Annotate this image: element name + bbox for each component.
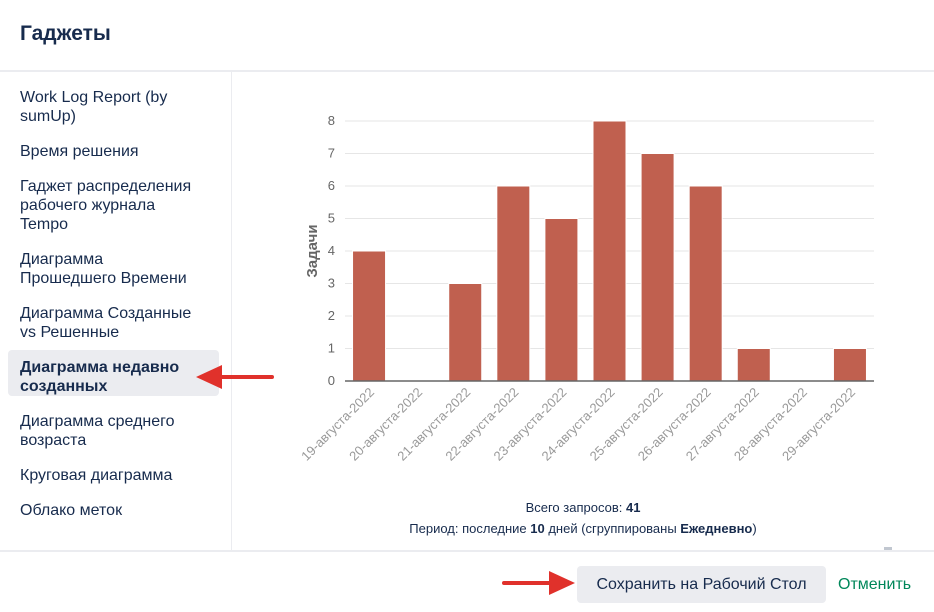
- sidebar-item-label-line: Диаграмма недавно: [20, 359, 180, 376]
- sidebar-item-label-line: Круговая диаграмма: [20, 467, 173, 484]
- bar: [592, 120, 627, 382]
- bar: [832, 348, 867, 382]
- bar: [688, 185, 723, 382]
- sidebar-item-label-line: Диаграмма: [20, 251, 104, 268]
- sidebar-item-4[interactable]: Диаграмма Прошедшего Времени: [8, 250, 219, 288]
- sidebar-item-label-line: Гаджет распределения: [20, 178, 192, 195]
- period-suffix: ): [752, 521, 757, 536]
- sidebar-item-label-line: vs Решенные: [20, 324, 120, 341]
- sidebar-item-3[interactable]: Гаджет распределения рабочего журнала Temp…: [8, 177, 219, 234]
- period-middle: дней (сгруппированы: [544, 521, 681, 536]
- sidebar-item-9[interactable]: Облако меток: [8, 501, 219, 520]
- period-days: 10: [530, 521, 545, 536]
- y-tick-label: 6: [328, 178, 335, 193]
- y-tick-label: 7: [328, 146, 335, 161]
- resize-handle[interactable]: [884, 547, 892, 550]
- cancel-button[interactable]: Отменить: [838, 576, 912, 593]
- period-grouping: Ежедневно: [680, 521, 753, 536]
- gadget-list: Work Log Report (by sumUp) Время решения Га…: [0, 72, 232, 550]
- period-caption: Период: последние 10 дней (сгруппированы…: [232, 521, 934, 536]
- y-tick-label: 2: [328, 308, 335, 323]
- bar: [544, 218, 579, 382]
- sidebar-item-2[interactable]: Время решения: [8, 142, 219, 161]
- y-axis-label: Задачи: [304, 224, 321, 277]
- sidebar-item-8[interactable]: Круговая диаграмма: [8, 466, 219, 485]
- y-tick-label: 1: [328, 341, 335, 356]
- y-tick-label: 3: [328, 276, 335, 291]
- total-requests-value: 41: [625, 500, 641, 515]
- bar: [352, 250, 387, 382]
- sidebar-item-1[interactable]: Work Log Report (by sumUp): [8, 88, 219, 126]
- sidebar-item-label-line: Tempo: [20, 216, 69, 233]
- total-requests-label: Всего запросов:: [525, 500, 626, 515]
- sidebar-item-label-line: Диаграмма среднего: [20, 413, 175, 430]
- sidebar-item-7[interactable]: Диаграмма среднего возраста: [8, 412, 219, 450]
- y-tick-label: 5: [328, 211, 335, 226]
- sidebar-item-6[interactable]: Диаграмма недавно созданных: [8, 350, 219, 396]
- bar-chart: 01234567819-августа-202220-августа-20222…: [298, 113, 874, 464]
- bar: [448, 283, 483, 382]
- bar: [496, 185, 531, 382]
- sidebar-item-label-line: рабочего журнала: [20, 197, 156, 214]
- sidebar-item-label-line: возраста: [20, 432, 87, 449]
- sidebar-item-label-line: Время решения: [20, 143, 139, 160]
- sidebar-item-label-line: созданных: [20, 378, 108, 395]
- sidebar-item-label-line: Work Log Report (by: [20, 89, 168, 106]
- period-prefix: Период: последние: [409, 521, 531, 536]
- sidebar-item-label-line: Диаграмма Созданные: [20, 305, 192, 322]
- y-tick-label: 4: [328, 243, 335, 258]
- sidebar-item-label-line: sumUp): [20, 108, 77, 125]
- chart-panel: 0 1 2 3 4 5 6 7 8 19-августа-2022 20-августа-2022 2…: [232, 72, 934, 550]
- dialog-header: Гаджеты: [0, 0, 934, 72]
- y-tick-label: 8: [328, 113, 335, 128]
- sidebar-item-5[interactable]: Диаграмма Созданные vs Решенные: [8, 304, 219, 342]
- sidebar-item-label-line: Облако меток: [20, 502, 123, 519]
- bar: [640, 153, 675, 382]
- sidebar-item-label-line: Прошедшего Времени: [20, 270, 187, 287]
- total-requests-caption: Всего запросов: 41: [232, 500, 934, 515]
- bar: [736, 348, 771, 382]
- y-tick-label: 0: [328, 373, 335, 388]
- dialog-title: Гаджеты: [20, 22, 111, 45]
- dialog-footer: [0, 550, 934, 612]
- save-to-dashboard-button[interactable]: Сохранить на Рабочий Стол: [577, 566, 826, 603]
